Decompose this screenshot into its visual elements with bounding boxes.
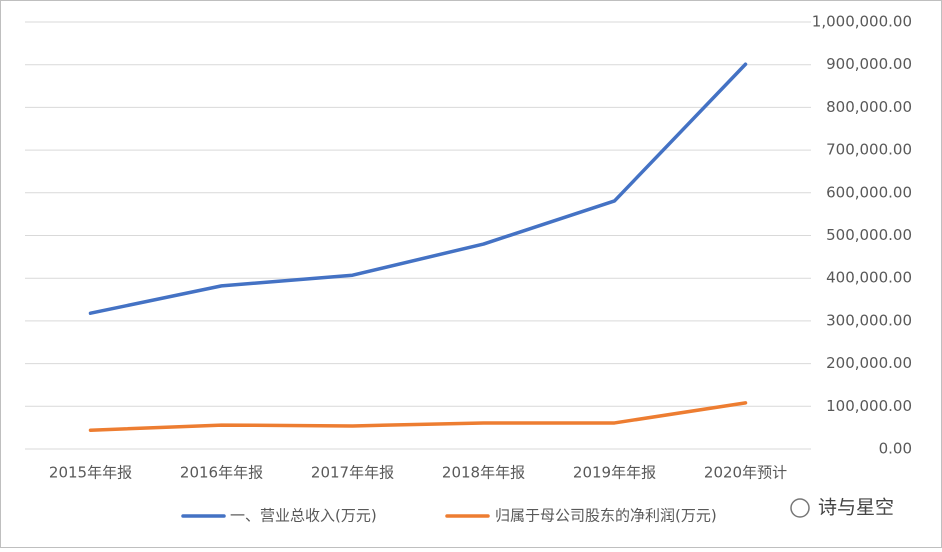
- y-tick-label: 300,000.00: [826, 311, 912, 329]
- y-tick-label: 1,000,000.00: [812, 13, 912, 31]
- y-tick-label: 700,000.00: [826, 141, 912, 159]
- x-tick-label: 2018年年报: [442, 464, 525, 482]
- x-tick-label: 2017年年报: [311, 464, 394, 482]
- legend-label: 一、营业总收入(万元): [230, 507, 377, 525]
- series-line: [88, 401, 748, 432]
- y-tick-label: 100,000.00: [826, 397, 912, 415]
- series-line: [88, 62, 748, 315]
- x-tick-label: 2016年年报: [180, 464, 263, 482]
- watermark: 诗与星空: [790, 497, 894, 519]
- y-tick-label: 400,000.00: [826, 269, 912, 287]
- watermark-text: 诗与星空: [818, 497, 894, 519]
- watermark-icon: [790, 498, 810, 518]
- legend-label: 归属于母公司股东的净利润(万元): [495, 507, 717, 525]
- y-tick-label: 500,000.00: [826, 226, 912, 244]
- x-tick-label: 2019年年报: [573, 464, 656, 482]
- x-tick-label: 2020年预计: [704, 464, 787, 482]
- y-tick-label: 200,000.00: [826, 354, 912, 372]
- y-tick-label: 900,000.00: [826, 55, 912, 73]
- y-tick-label: 0.00: [879, 440, 912, 458]
- x-tick-label: 2015年年报: [49, 464, 132, 482]
- y-tick-label: 800,000.00: [826, 98, 912, 116]
- y-tick-label: 600,000.00: [826, 183, 912, 201]
